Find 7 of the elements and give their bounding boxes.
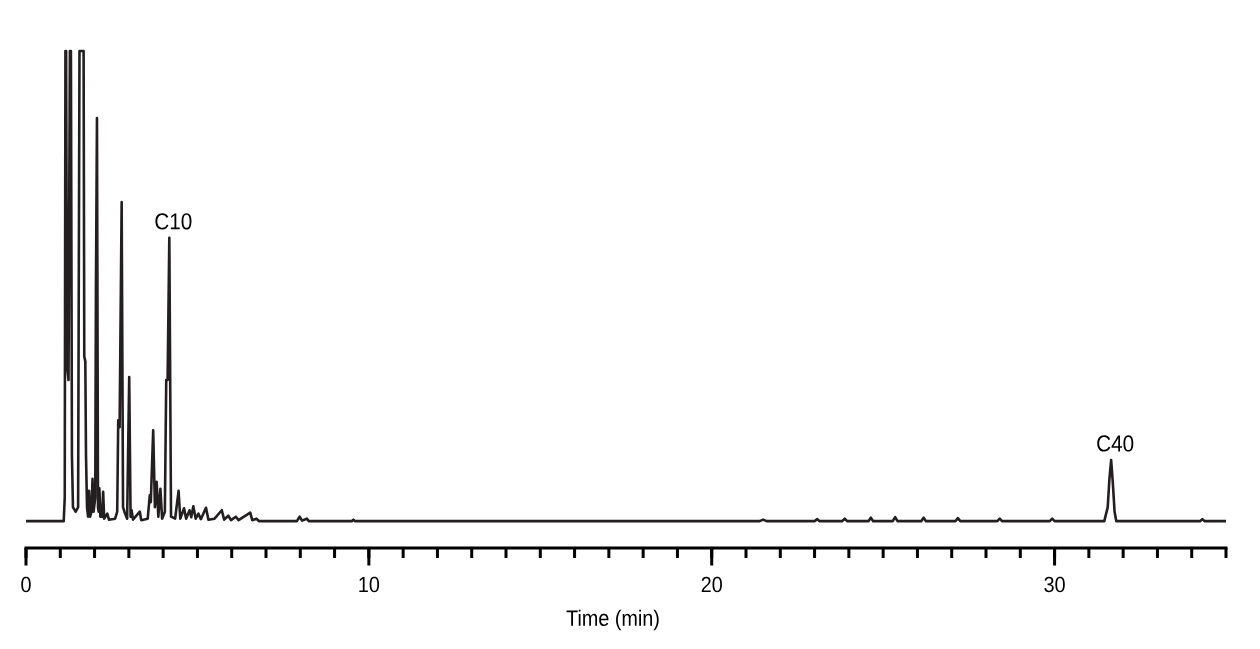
x-tick-label: 20 (701, 576, 722, 593)
x-tick-label: 30 (1044, 576, 1065, 593)
x-tick-label: 10 (359, 576, 380, 593)
annotation: C10 (155, 213, 192, 230)
x-tick-label: 0 (21, 576, 31, 593)
x-axis-title: Time (min) (566, 609, 659, 631)
annotation: C40 (1097, 435, 1134, 452)
